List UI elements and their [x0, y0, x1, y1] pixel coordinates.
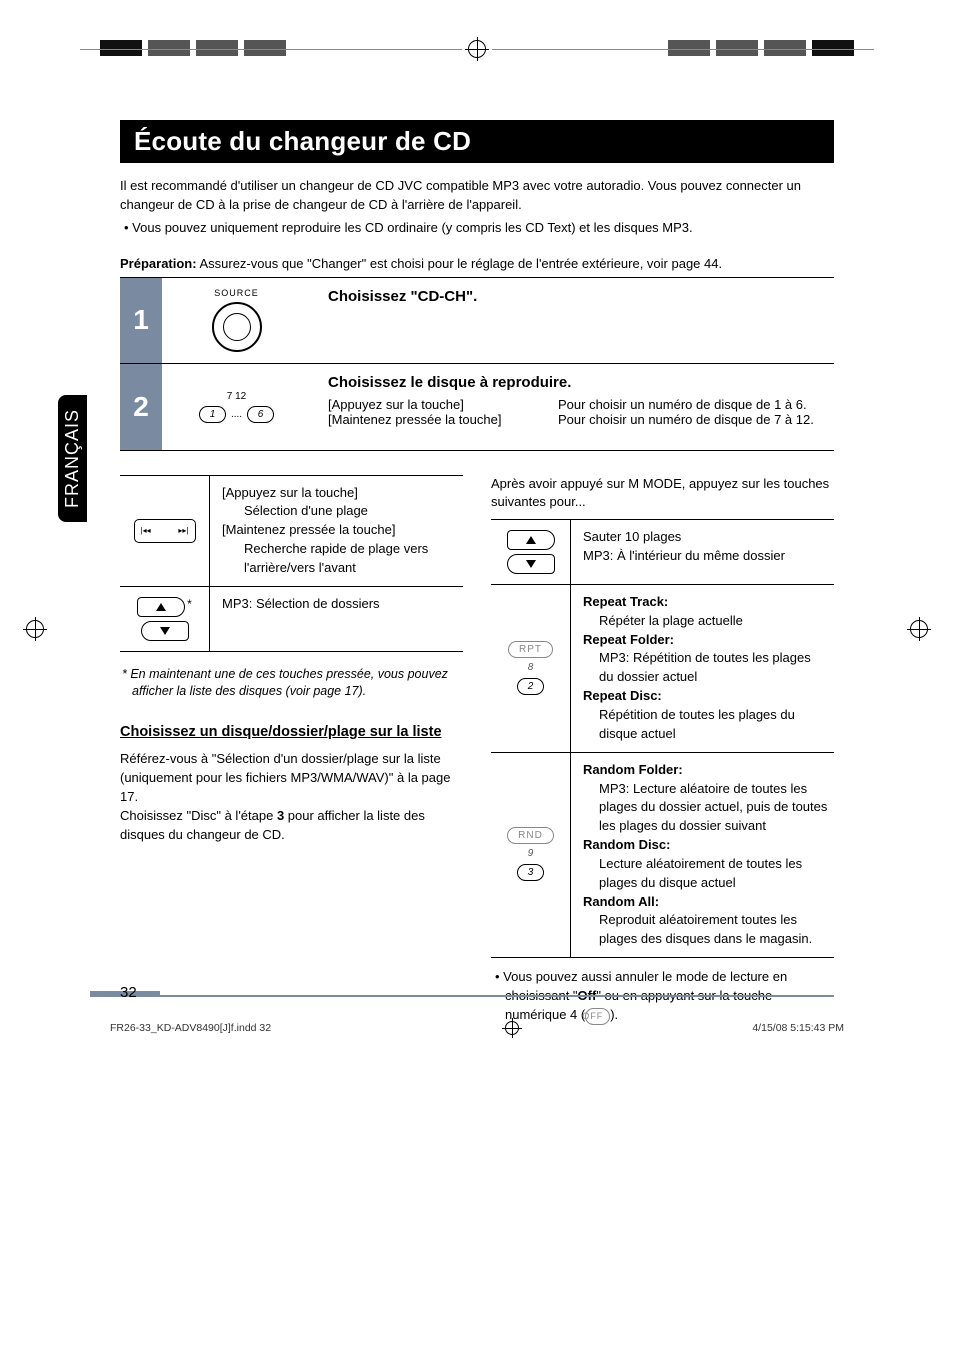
seek-buttons-icon: |◂◂▸▸| — [120, 476, 210, 586]
random-folder-head: Random Folder: — [583, 762, 683, 777]
number-button-icon: 1 — [199, 406, 227, 423]
rnd-label: RND — [507, 827, 554, 844]
footnote-marker: * — [187, 597, 192, 611]
hold-label: [Maintenez pressée la touche] — [328, 412, 528, 427]
footer-filename: FR26-33_KD-ADV8490[J]f.indd 32 — [110, 1022, 271, 1034]
number-button-icon: 3 — [517, 864, 545, 881]
folder-select-desc: MP3: Sélection de dossiers — [222, 595, 457, 614]
preparation-text: Assurez-vous que "Changer" est choisi po… — [197, 256, 723, 271]
press-label: [Appuyez sur la touche] — [328, 397, 528, 412]
step-number: 2 — [120, 364, 162, 450]
page-title: Écoute du changeur de CD — [120, 120, 834, 163]
table-row: * MP3: Sélection de dossiers — [120, 587, 463, 651]
button-index: 9 — [528, 848, 534, 859]
number-range-label: 7 12 — [198, 389, 276, 405]
print-footer: FR26-33_KD-ADV8490[J]f.indd 32 4/15/08 5… — [110, 1021, 844, 1035]
ellipsis: .... — [231, 409, 242, 420]
control-table-left: |◂◂▸▸| [Appuyez sur la touche] Sélection… — [120, 475, 463, 652]
random-disc-desc: Lecture aléatoirement de toutes les plag… — [583, 855, 828, 893]
preparation-line: Préparation: Assurez-vous que "Changer" … — [120, 256, 834, 271]
language-tab: FRANÇAIS — [58, 395, 87, 522]
number-button-icon: 6 — [247, 406, 275, 423]
step-number: 1 — [120, 278, 162, 363]
repeat-track-head: Repeat Track: — [583, 594, 668, 609]
footnote-text: * En maintenant une de ces touches press… — [120, 666, 463, 701]
table-row: |◂◂▸▸| [Appuyez sur la touche] Sélection… — [120, 476, 463, 587]
rnd-button-icon: RND 9 3 — [491, 753, 571, 957]
dial-icon — [212, 302, 262, 352]
step-row: 2 7 12 1 .... 6 Choisissez le disque à r… — [120, 364, 834, 450]
random-folder-desc: MP3: Lecture aléatoire de toutes les pla… — [583, 780, 828, 837]
up-down-buttons-icon — [491, 520, 571, 584]
mode-table: Sauter 10 plages MP3: À l'intérieur du m… — [491, 519, 834, 958]
up-down-buttons-icon: * — [120, 587, 210, 651]
body-paragraph: Référez-vous à "Sélection d'un dossier/p… — [120, 750, 463, 807]
press-desc: Pour choisir un numéro de disque de 1 à … — [558, 397, 814, 412]
mode-intro-text: Après avoir appuyé sur M MODE, appuyez s… — [491, 475, 834, 511]
number-button-icon: 2 — [517, 678, 545, 695]
button-index: 8 — [528, 662, 534, 673]
skip-tracks-desc: Sauter 10 plages — [583, 528, 828, 547]
rpt-label: RPT — [508, 641, 553, 658]
repeat-folder-desc: MP3: Répétition de toutes les plages du … — [583, 649, 828, 687]
crop-line-top — [80, 40, 874, 58]
table-row: RPT 8 2 Repeat Track: Répéter la plage a… — [491, 585, 834, 753]
table-row: Sauter 10 plages MP3: À l'intérieur du m… — [491, 520, 834, 585]
step-graphic-source-dial: SOURCE — [162, 278, 312, 363]
repeat-disc-head: Repeat Disc: — [583, 688, 662, 703]
intro-block: Il est recommandé d'utiliser un changeur… — [120, 177, 834, 238]
step-row: 1 SOURCE Choisissez "CD-CH". — [120, 278, 834, 364]
intro-bullet: • Vous pouvez uniquement reproduire les … — [120, 219, 834, 238]
rpt-button-icon: RPT 8 2 — [491, 585, 571, 752]
page-number: 32 — [120, 984, 137, 1001]
table-row: RND 9 3 Random Folder: MP3: Lecture aléa… — [491, 753, 834, 957]
step-graphic-number-buttons: 7 12 1 .... 6 — [162, 364, 312, 450]
hold-desc: Pour choisir un numéro de disque de 7 à … — [558, 412, 814, 427]
step-heading: Choisissez le disque à reproduire. — [328, 374, 826, 391]
subsection-heading: Choisissez un disque/dossier/plage sur l… — [120, 723, 463, 743]
repeat-track-desc: Répéter la plage actuelle — [583, 612, 828, 631]
page-number-rule — [150, 995, 834, 997]
random-all-desc: Reproduit aléatoirement toutes les plage… — [583, 911, 828, 949]
registration-mark-icon — [26, 620, 44, 638]
repeat-disc-desc: Répétition de toutes les plages du disqu… — [583, 706, 828, 744]
step-table: 1 SOURCE Choisissez "CD-CH". 2 7 12 — [120, 277, 834, 451]
step-heading: Choisissez "CD-CH". — [328, 288, 826, 305]
random-all-head: Random All: — [583, 894, 659, 909]
hold-label: [Maintenez pressée la touche] — [222, 521, 457, 540]
preparation-label: Préparation: — [120, 256, 197, 271]
skip-tracks-mp3-desc: MP3: À l'intérieur du même dossier — [583, 547, 828, 566]
hold-desc: Recherche rapide de plage vers l'arrière… — [222, 540, 457, 578]
registration-mark-icon — [468, 40, 486, 58]
registration-mark-icon — [910, 620, 928, 638]
registration-mark-icon — [505, 1021, 519, 1035]
body-paragraph: Choisissez "Disc" à l'étape 3 pour affic… — [120, 807, 463, 845]
press-label: [Appuyez sur la touche] — [222, 484, 457, 503]
footer-timestamp: 4/15/08 5:15:43 PM — [752, 1022, 844, 1034]
repeat-folder-head: Repeat Folder: — [583, 632, 674, 647]
random-disc-head: Random Disc: — [583, 837, 670, 852]
intro-paragraph: Il est recommandé d'utiliser un changeur… — [120, 177, 834, 215]
source-label: SOURCE — [212, 288, 262, 298]
press-desc: Sélection d'une plage — [222, 502, 457, 521]
